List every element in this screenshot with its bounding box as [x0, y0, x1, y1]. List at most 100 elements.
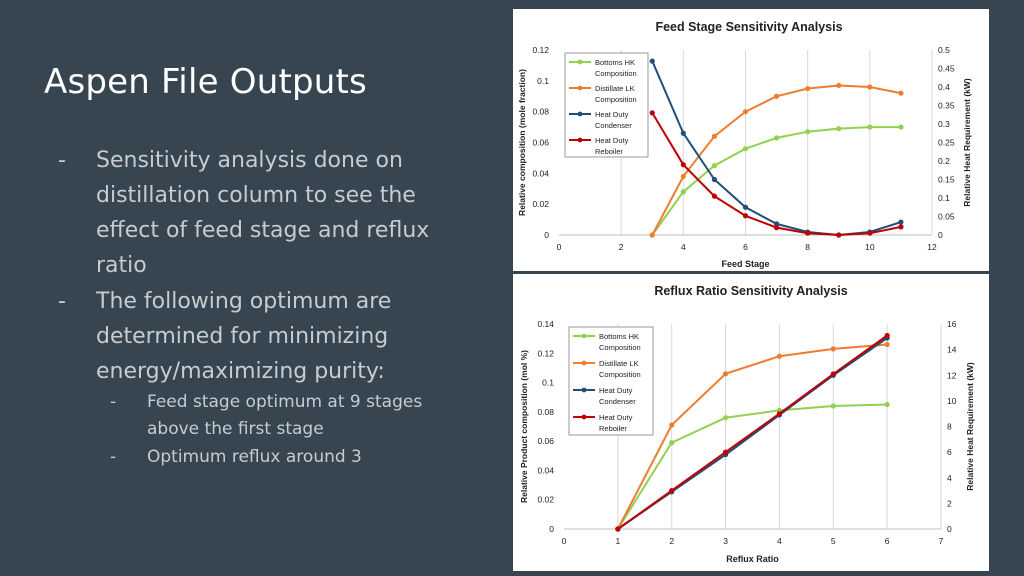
data-point-heat-duty-reboiler	[742, 213, 749, 219]
x-tick-label: 8	[805, 242, 810, 252]
legend-marker	[581, 333, 587, 339]
sub-bullet-marker: -	[110, 392, 117, 412]
data-point-distillate-lk-composition	[805, 85, 811, 92]
x-tick-label: 6	[743, 242, 748, 252]
series-line-heat-duty-reboiler	[617, 334, 888, 530]
y-tick-label: 0	[544, 230, 549, 240]
legend-marker	[577, 137, 583, 143]
bullet-text: Sensitivity analysis done on distillatio…	[96, 148, 430, 278]
x-tick-label: 10	[865, 242, 875, 252]
x-tick-label: 1	[615, 536, 620, 546]
y2-tick-label: 0.3	[938, 119, 950, 129]
data-point-heat-duty-condenser	[773, 221, 780, 227]
chart-title: Feed Stage Sensitivity Analysis	[655, 20, 842, 34]
data-point-heat-duty-reboiler	[615, 526, 621, 532]
data-point-heat-duty-reboiler	[898, 224, 904, 230]
y2-tick-label: 0.1	[938, 193, 950, 203]
feed-stage-chart-panel: Feed Stage Sensitivity Analysis 0 2 4 6 8 10 12…	[513, 9, 989, 271]
series-line-distillate-lk-composition	[617, 343, 888, 530]
x-tick-label: 4	[777, 536, 782, 546]
y2-tick-label: 6	[947, 447, 952, 457]
data-point-distillate-lk-composition	[742, 109, 749, 115]
y-tick-label: 0.08	[532, 107, 549, 117]
x-axis-label: Feed Stage	[721, 259, 769, 269]
data-point-heat-duty-reboiler	[669, 487, 675, 494]
y2-axis-label: Relative Heat Requirement (kW)	[962, 78, 972, 207]
legend-entry: Heat Duty Condenser	[595, 110, 632, 130]
bullet-marker: -	[58, 148, 66, 173]
y-tick-label: 0.12	[532, 45, 549, 55]
data-point-distillate-lk-composition	[711, 133, 718, 139]
y2-tick-label: 0.25	[938, 138, 955, 148]
y-tick-label: 0.04	[537, 465, 554, 475]
data-point-heat-duty-condenser	[711, 176, 718, 183]
y2-tick-label: 8	[947, 422, 952, 432]
y-tick-label: 0	[549, 524, 554, 534]
x-tick-label: 2	[619, 242, 624, 252]
y-tick-label: 0.02	[532, 199, 549, 209]
data-point-heat-duty-reboiler	[867, 230, 873, 236]
data-point-distillate-lk-composition	[867, 84, 873, 90]
data-point-bottoms-hk-composition	[836, 126, 842, 132]
data-point-heat-duty-condenser	[742, 204, 749, 210]
bullet-item: - Sensitivity analysis done on distillat…	[58, 143, 478, 283]
y2-tick-label: 0.15	[938, 175, 955, 185]
y-axis-label: Relative Product composition (mol %)	[519, 350, 529, 503]
y-tick-label: 0.06	[532, 138, 549, 148]
y2-tick-label: 4	[947, 473, 952, 483]
y2-tick-label: 16	[947, 319, 957, 329]
y2-tick-label: 14	[947, 345, 957, 355]
x-tick-label: 2	[669, 536, 674, 546]
data-point-heat-duty-condenser	[680, 130, 686, 136]
x-tick-label: 0	[562, 536, 567, 546]
y2-tick-label: 12	[947, 370, 957, 380]
data-point-bottoms-hk-composition	[711, 163, 718, 169]
data-point-distillate-lk-composition	[898, 90, 904, 96]
legend-entry: Heat Duty Reboiler	[599, 413, 633, 433]
data-point-distillate-lk-composition	[773, 93, 780, 99]
y2-tick-label: 10	[947, 396, 957, 406]
x-tick-label: 3	[723, 536, 728, 546]
data-point-bottoms-hk-composition	[669, 440, 675, 446]
data-point-bottoms-hk-composition	[898, 124, 904, 130]
y-tick-label: 0.14	[537, 319, 554, 329]
bullet-item: - The following optimum are determined f…	[58, 284, 478, 389]
data-point-heat-duty-reboiler	[836, 232, 842, 238]
x-tick-label: 0	[557, 242, 562, 252]
y2-tick-label: 0.35	[938, 101, 955, 111]
legend-marker	[581, 387, 587, 393]
legend-entry: Distillate LK Composition	[595, 84, 637, 104]
legend-marker	[577, 59, 583, 65]
legend-entry: Bottoms HK Composition	[599, 332, 641, 352]
y-tick-label: 0.06	[537, 436, 554, 446]
y-tick-label: 0.1	[537, 76, 549, 86]
data-point-heat-duty-reboiler	[776, 411, 783, 417]
data-point-bottoms-hk-composition	[742, 146, 749, 152]
data-point-heat-duty-reboiler	[722, 449, 729, 455]
data-point-bottoms-hk-composition	[773, 135, 780, 141]
data-point-heat-duty-reboiler	[773, 225, 780, 231]
sub-bullet-text: Optimum reflux around 3	[147, 447, 362, 467]
data-point-bottoms-hk-composition	[830, 403, 836, 409]
y2-tick-label: 0.5	[938, 45, 950, 55]
data-point-distillate-lk-composition	[836, 82, 842, 89]
y-tick-label: 0.08	[537, 407, 554, 417]
y-tick-label: 0.04	[532, 168, 549, 178]
legend-entry: Heat Duty Condenser	[599, 386, 636, 406]
slide-title: Aspen File Outputs	[44, 62, 367, 102]
series-line-distillate-lk-composition	[651, 84, 902, 236]
chart-title: Reflux Ratio Sensitivity Analysis	[654, 284, 847, 298]
reflux-ratio-chart-panel: Reflux Ratio Sensitivity Analysis 0 1 2 3 4 5 6…	[513, 274, 989, 571]
data-point-heat-duty-reboiler	[805, 230, 811, 236]
legend-marker	[581, 360, 587, 366]
y2-tick-label: 0.2	[938, 156, 950, 166]
legend-entry: Distillate LK Composition	[599, 359, 641, 379]
sub-bullet-marker: -	[110, 447, 117, 467]
x-tick-label: 7	[939, 536, 944, 546]
data-point-heat-duty-condenser	[649, 58, 655, 64]
y2-tick-label: 0.4	[938, 82, 950, 92]
y2-tick-label: 0	[947, 524, 952, 534]
y-tick-label: 0.12	[537, 348, 554, 358]
y2-tick-label: 0.05	[938, 212, 955, 222]
